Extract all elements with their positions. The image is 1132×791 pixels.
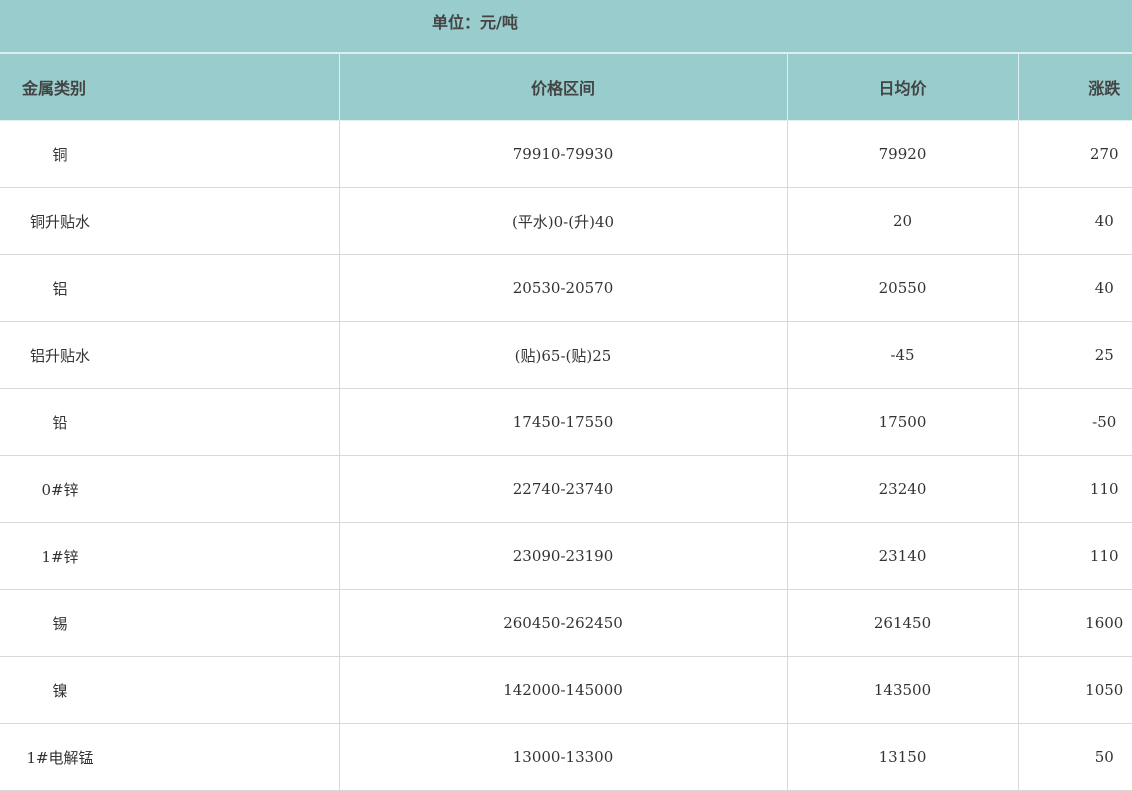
table-row: 0#锌 22740-23740 23240 110	[0, 455, 1132, 523]
daily-average-cell: 23240	[786, 455, 1019, 523]
metal-type-label: 铝升贴水	[29, 346, 90, 365]
daily-average-cell: -45	[786, 321, 1019, 389]
unit-header-row: 单位：元/吨	[0, 0, 1132, 53]
price-range-cell: 260450-262450	[338, 589, 788, 657]
daily-average-cell: 143500	[786, 656, 1019, 724]
header-price-range: 价格区间	[338, 53, 788, 121]
change-cell: 110	[1017, 455, 1132, 523]
price-range-cell: 20530-20570	[338, 254, 788, 322]
metal-type-label: 铜	[52, 145, 68, 164]
header-metal-type: 金属类别	[0, 53, 340, 121]
metal-type-cell: 1#电解锰	[0, 723, 340, 791]
change-cell: 50	[1017, 723, 1132, 791]
table-row: 铅 17450-17550 17500 -50	[0, 388, 1132, 456]
daily-average-cell: 261450	[786, 589, 1019, 657]
table-row: 铝 20530-20570 20550 40	[0, 254, 1132, 322]
metal-type-label: 铜升贴水	[29, 212, 90, 231]
metal-type-label: 1#锌	[41, 547, 79, 566]
table-row: 1#电解锰 13000-13300 13150 50	[0, 723, 1132, 791]
daily-average-cell: 17500	[786, 388, 1019, 456]
metal-type-cell: 铝升贴水	[0, 321, 340, 389]
change-cell: 270	[1017, 120, 1132, 188]
change-cell: 40	[1017, 254, 1132, 322]
unit-label: 单位：元/吨	[432, 13, 518, 32]
daily-average-cell: 13150	[786, 723, 1019, 791]
price-range-cell: 22740-23740	[338, 455, 788, 523]
header-daily-average: 日均价	[786, 53, 1019, 121]
price-range-cell: 17450-17550	[338, 388, 788, 456]
table-row: 锡 260450-262450 261450 1600	[0, 589, 1132, 657]
change-cell: 25	[1017, 321, 1132, 389]
table-row: 铜升贴水 (平水)0-(升)40 20 40	[0, 187, 1132, 255]
table-row: 铝升贴水 (贴)65-(贴)25 -45 25	[0, 321, 1132, 389]
table-row: 1#锌 23090-23190 23140 110	[0, 522, 1132, 590]
change-cell: 40	[1017, 187, 1132, 255]
metal-type-cell: 铜	[0, 120, 340, 188]
change-cell: 1600	[1017, 589, 1132, 657]
daily-average-cell: 20550	[786, 254, 1019, 322]
metal-type-cell: 1#锌	[0, 522, 340, 590]
header-change: 涨跌	[1017, 53, 1132, 121]
table-header-row: 金属类别 价格区间 日均价 涨跌	[0, 53, 1132, 121]
daily-average-cell: 79920	[786, 120, 1019, 188]
metal-type-label: 镍	[52, 681, 68, 700]
price-range-cell: (贴)65-(贴)25	[338, 321, 788, 389]
price-range-cell: (平水)0-(升)40	[338, 187, 788, 255]
metal-price-table: 金属类别 价格区间 日均价 涨跌 铜 79910-79930 79920 270 铜升贴…	[0, 53, 1132, 791]
daily-average-cell: 20	[786, 187, 1019, 255]
change-cell: -50	[1017, 388, 1132, 456]
metal-type-cell: 锡	[0, 589, 340, 657]
metal-type-cell: 铅	[0, 388, 340, 456]
metal-type-cell: 镍	[0, 656, 340, 724]
price-range-cell: 13000-13300	[338, 723, 788, 791]
metal-type-label: 0#锌	[41, 480, 79, 499]
price-range-cell: 79910-79930	[338, 120, 788, 188]
metal-type-label: 锡	[52, 614, 68, 633]
change-cell: 1050	[1017, 656, 1132, 724]
metal-type-label: 铅	[52, 413, 68, 432]
price-range-cell: 23090-23190	[338, 522, 788, 590]
price-range-cell: 142000-145000	[338, 656, 788, 724]
metal-type-cell: 0#锌	[0, 455, 340, 523]
metal-type-cell: 铜升贴水	[0, 187, 340, 255]
daily-average-cell: 23140	[786, 522, 1019, 590]
table-row: 镍 142000-145000 143500 1050	[0, 656, 1132, 724]
metal-type-label: 铝	[52, 279, 68, 298]
table-row: 铜 79910-79930 79920 270	[0, 120, 1132, 188]
metal-type-cell: 铝	[0, 254, 340, 322]
metal-type-label: 1#电解锰	[26, 748, 94, 767]
change-cell: 110	[1017, 522, 1132, 590]
